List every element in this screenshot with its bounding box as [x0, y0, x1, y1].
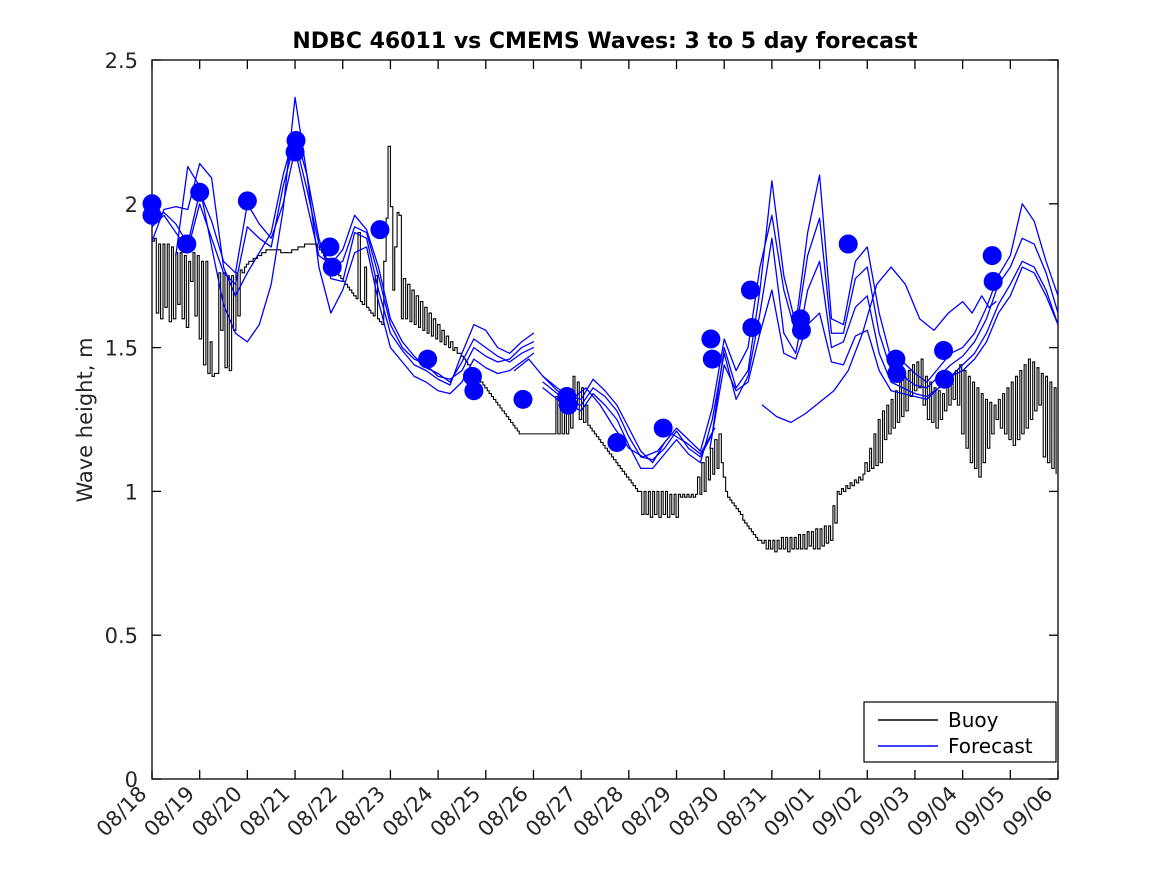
- series-forecast-run-8: [709, 266, 1059, 449]
- series-forecast-run-9: [761, 266, 997, 424]
- marker-layer: [142, 131, 1003, 453]
- forecast-marker-dot: [418, 349, 438, 369]
- y-tick-label: 1: [125, 480, 138, 504]
- y-axis-ticks: 0 0.5 1 1.5 2 2.5: [105, 49, 1058, 792]
- forecast-marker-dot: [607, 433, 627, 453]
- legend-background: [863, 701, 1057, 763]
- series-forecast-run-4: [175, 96, 535, 395]
- forecast-marker-dot: [983, 271, 1003, 291]
- forecast-marker-dot: [653, 418, 673, 438]
- forecast-marker-dot: [740, 280, 760, 300]
- y-tick-label: 2: [125, 193, 138, 217]
- y-tick-label: 1.5: [105, 337, 138, 361]
- y-tick-label: 0: [125, 768, 138, 792]
- series-forecast-run-6: [542, 214, 1059, 464]
- forecast-marker-dot: [142, 194, 162, 214]
- forecast-marker-dot: [838, 234, 858, 254]
- forecast-marker-dot: [286, 131, 306, 151]
- legend-label-forecast: Forecast: [948, 734, 1033, 758]
- y-tick-label: 2.5: [105, 49, 138, 73]
- forecast-marker-dot: [513, 389, 533, 409]
- series-forecast-run-5: [542, 174, 1059, 461]
- forecast-marker-dot: [322, 257, 342, 277]
- legend-label-buoy: Buoy: [948, 708, 999, 732]
- page-title: NDBC 46011 vs CMEMS Waves: 3 to 5 day fo…: [292, 29, 918, 54]
- y-tick-label: 0.5: [105, 624, 138, 648]
- forecast-marker-dot: [935, 369, 955, 389]
- series-forecast-run-1: [151, 148, 535, 383]
- series-forecast-run-10: [513, 358, 716, 458]
- forecast-marker-dot: [702, 349, 722, 369]
- forecast-marker-dot: [177, 234, 197, 254]
- forecast-marker-dot: [464, 381, 484, 401]
- forecast-marker-dot: [558, 395, 578, 415]
- forecast-marker-dot: [742, 317, 762, 337]
- forecast-marker-dot: [934, 340, 954, 360]
- forecast-marker-dot: [190, 182, 210, 202]
- forecast-marker-dot: [982, 246, 1002, 266]
- series-forecast-run-2: [151, 131, 535, 386]
- forecast-marker-dot: [886, 349, 906, 369]
- forecast-marker-dot: [320, 237, 340, 257]
- forecast-marker-dot: [370, 220, 390, 240]
- forecast-marker-dot: [462, 366, 482, 386]
- forecast-marker-dot: [791, 320, 811, 340]
- forecast-marker-dot: [237, 191, 257, 211]
- forecast-marker-dot: [887, 363, 907, 383]
- plot-border: [151, 59, 1059, 780]
- forecast-marker-dot: [701, 329, 721, 349]
- chart-legend[interactable]: Buoy Forecast: [863, 701, 1057, 763]
- plot-frame: [151, 59, 1059, 780]
- y-axis-title: Wave height, m: [73, 337, 97, 502]
- series-forecast-run-3: [151, 139, 535, 380]
